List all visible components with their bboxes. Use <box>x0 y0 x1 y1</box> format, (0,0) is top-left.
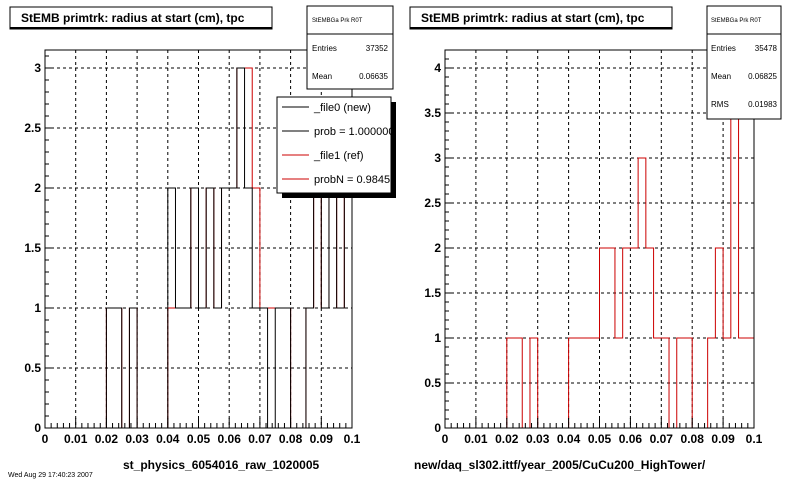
x-tick-label: 0.08 <box>681 432 705 446</box>
y-tick-label: 0 <box>34 421 41 435</box>
y-tick-label: 3 <box>34 61 41 75</box>
x-tick-label: 0.07 <box>650 432 674 446</box>
right-stats-rms-value: 0.01983 <box>748 100 777 109</box>
x-tick-label: 0.04 <box>156 432 180 446</box>
legend-entry: probN = 0.984518 <box>314 174 402 186</box>
left-stats-title: StEMBGa Prk R0T <box>312 18 363 24</box>
right-stats-title: StEMBGa Prk R0T <box>711 18 762 24</box>
y-tick-label: 2 <box>34 181 41 195</box>
right-x-ticks: 0 0.01 0.02 0.03 0.04 0.05 0.06 0.07 0.08 0.09 0.1 <box>442 418 763 446</box>
x-tick-label: 0.03 <box>526 432 550 446</box>
left-x-ticks: 0 0.01 0.02 0.03 0.04 0.05 0.06 0.07 0.08 0.09 0.1 <box>42 418 361 446</box>
x-tick-label: 0.03 <box>125 432 149 446</box>
left-stats-entries-value: 37352 <box>366 44 389 53</box>
left-histogram-panel: StEMB primtrk: radius at start (cm), tpc… <box>9 5 402 446</box>
y-tick-label: 2.5 <box>424 196 441 210</box>
left-stats-mean-value: 0.06635 <box>359 72 388 81</box>
y-tick-label: 0.5 <box>24 361 41 375</box>
legend-entry: prob = 1.000000 <box>314 126 394 138</box>
y-tick-label: 3 <box>434 151 441 165</box>
x-tick-label: 0.08 <box>279 432 303 446</box>
y-tick-label: 0.5 <box>424 376 441 390</box>
x-tick-label: 0.02 <box>495 432 519 446</box>
right-stats-rms-label: RMS <box>711 100 729 109</box>
x-tick-label: 0.09 <box>711 432 735 446</box>
x-tick-label: 0.07 <box>248 432 272 446</box>
right-stats-entries-label: Entries <box>711 44 736 53</box>
x-tick-label: 0.06 <box>619 432 643 446</box>
legend-entry: _file0 (new) <box>313 102 371 114</box>
y-tick-label: 0 <box>434 421 441 435</box>
x-tick-label: 0.01 <box>464 432 488 446</box>
y-tick-label: 4 <box>434 61 441 75</box>
right-stats-mean-label: Mean <box>711 72 731 81</box>
y-tick-label: 1 <box>434 331 441 345</box>
right-stats-box: StEMBGa Prk R0T Entries 35478 Mean 0.068… <box>706 5 782 120</box>
left-chart-title: StEMB primtrk: radius at start (cm), tpc <box>21 11 245 25</box>
y-tick-label: 2 <box>434 241 441 255</box>
x-tick-label: 0.05 <box>187 432 211 446</box>
right-chart-title: StEMB primtrk: radius at start (cm), tpc <box>421 11 645 25</box>
x-tick-label: 0.1 <box>746 432 763 446</box>
x-tick-label: 0.02 <box>95 432 119 446</box>
legend-entry: _file1 (ref) <box>313 150 364 162</box>
x-tick-label: 0.1 <box>344 432 361 446</box>
right-footer-label: new/daq_sl302.ittf/year_2005/CuCu200_Hig… <box>414 458 706 472</box>
right-histogram-panel: StEMB primtrk: radius at start (cm), tpc… <box>409 5 782 446</box>
y-tick-label: 3.5 <box>424 106 441 120</box>
left-stats-box: StEMBGa Prk R0T Entries 37352 Mean 0.066… <box>306 5 394 90</box>
histogram-series-new <box>45 67 353 429</box>
right-stats-mean-value: 0.06825 <box>748 72 777 81</box>
x-tick-label: 0.09 <box>310 432 334 446</box>
right-stats-entries-value: 35478 <box>755 44 778 53</box>
histogram-series-ref <box>445 67 755 429</box>
left-legend: _file0 (new) prob = 1.000000 _file1 (ref) p… <box>276 96 402 198</box>
x-tick-label: 0 <box>42 432 49 446</box>
left-stats-mean-label: Mean <box>312 72 332 81</box>
right-y-ticks: 0 0.5 1 1.5 2 2.5 3 3.5 4 <box>424 58 454 435</box>
y-tick-label: 1 <box>34 301 41 315</box>
x-tick-label: 0.04 <box>557 432 581 446</box>
y-tick-label: 2.5 <box>24 121 41 135</box>
x-tick-label: 0.05 <box>588 432 612 446</box>
y-tick-label: 1.5 <box>424 286 441 300</box>
left-stats-entries-label: Entries <box>312 44 337 53</box>
left-footer-label: st_physics_6054016_raw_1020005 <box>123 458 319 472</box>
x-tick-label: 0.01 <box>64 432 88 446</box>
corner-timestamp: Wed Aug 29 17:40:23 2007 <box>8 472 93 479</box>
x-tick-label: 0 <box>442 432 449 446</box>
left-y-ticks: 0 0.5 1 1.5 2 2.5 3 <box>24 55 54 435</box>
x-tick-label: 0.06 <box>218 432 242 446</box>
y-tick-label: 1.5 <box>24 241 41 255</box>
